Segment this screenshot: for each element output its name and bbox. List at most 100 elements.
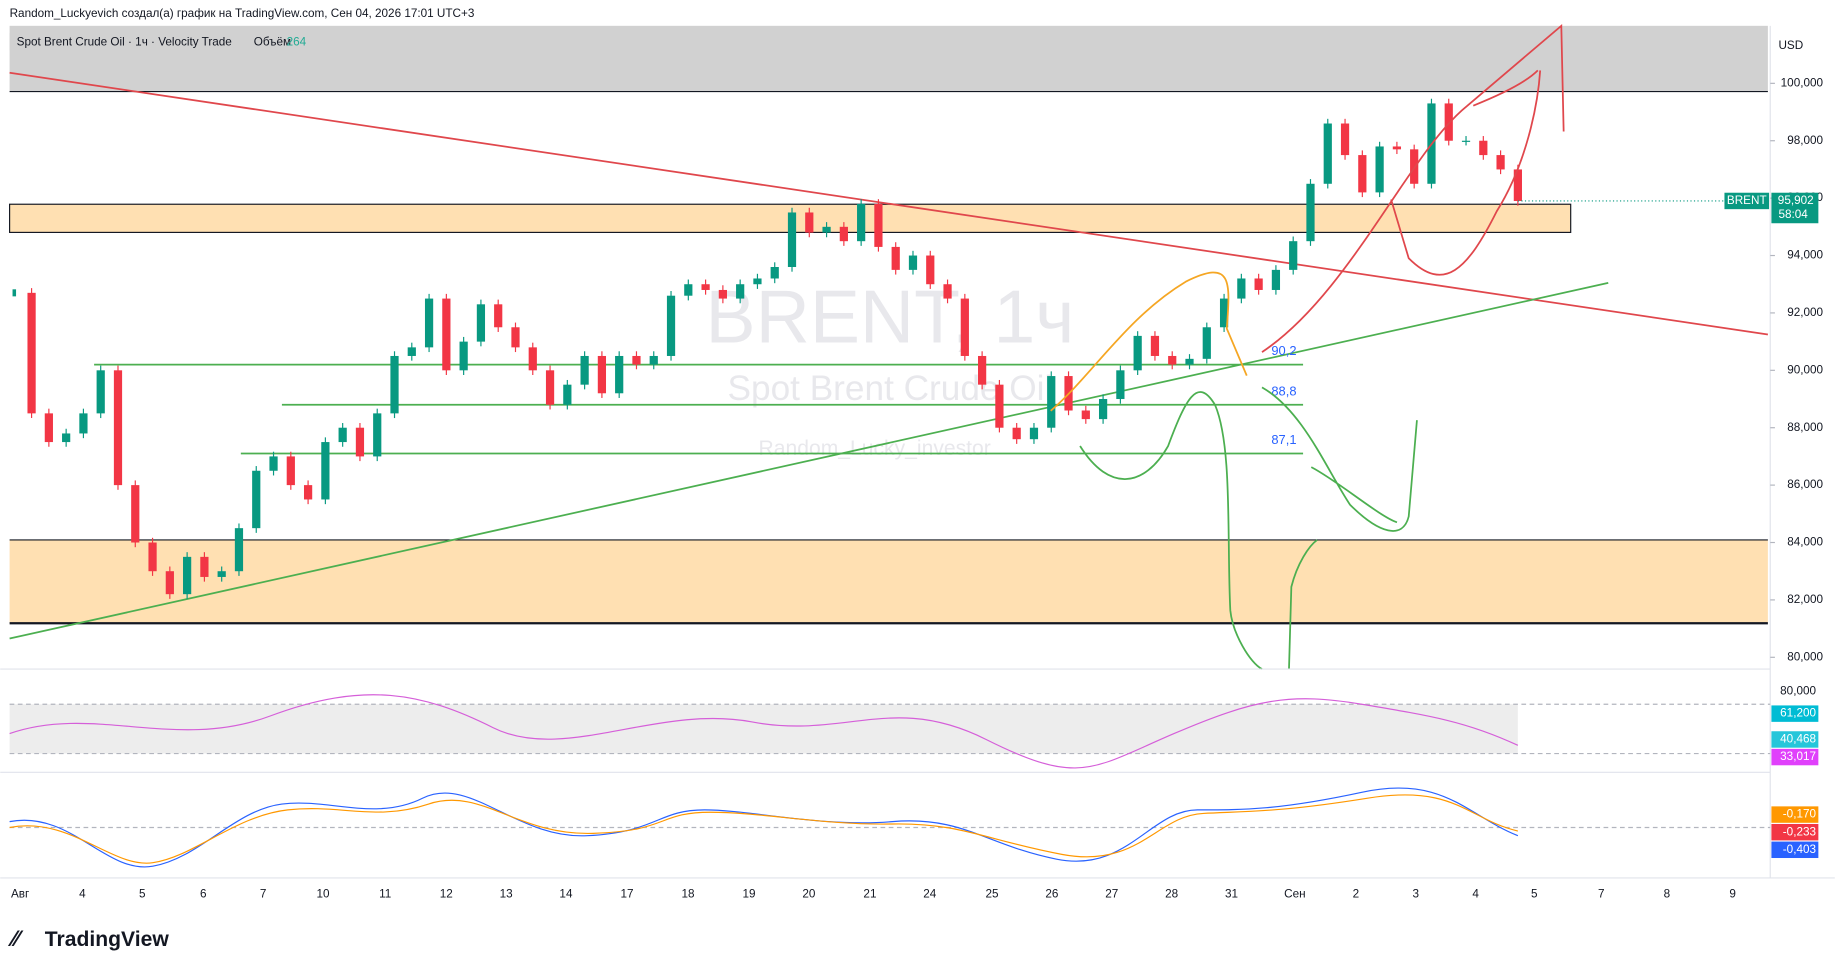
candle-body: [1202, 327, 1211, 359]
x-tick-label: Авг: [11, 887, 29, 900]
x-tick-label: 7: [260, 887, 267, 900]
y-tick-label: 86,000: [1787, 478, 1823, 491]
trendline: [9, 71, 1769, 336]
candle-body: [321, 442, 330, 500]
y-tick-label: 94,000: [1787, 249, 1823, 262]
x-tick-label: 14: [559, 887, 573, 900]
y-tick-label: 92,000: [1787, 306, 1823, 319]
candle-body: [528, 347, 537, 371]
candle-body: [1150, 335, 1160, 356]
rsi-band: [9, 704, 1518, 754]
level-label: 88,8: [1271, 383, 1296, 398]
candle-body: [787, 212, 797, 268]
candle-body: [269, 456, 278, 471]
watermark: Random_Lucky_investor: [758, 437, 990, 460]
candle-body: [424, 298, 434, 348]
x-tick-label: 10: [316, 887, 330, 900]
candle-body: [736, 284, 745, 299]
candle-body: [1496, 155, 1505, 170]
candle-body: [1047, 376, 1056, 428]
candle-body: [770, 267, 779, 279]
candle-body: [1254, 278, 1263, 290]
candle-body: [632, 355, 641, 365]
legend-symbol: Spot Brent Crude Oil · 1ч · Velocity Tra…: [17, 35, 232, 48]
rsi-line: [9, 694, 1519, 769]
candle-body: [217, 571, 226, 577]
candle-body: [701, 284, 710, 290]
rsi-label-bg: [1771, 705, 1819, 722]
legend-volume: Объём: [254, 35, 291, 48]
candle-body: [1358, 155, 1367, 193]
legend-bg: [9, 32, 309, 51]
candle-body: [1185, 358, 1194, 365]
candle-body: [286, 456, 295, 486]
rsi-label-bg: [1771, 731, 1819, 748]
drawing: [1050, 271, 1248, 412]
candle-body: [926, 255, 935, 285]
candle-body: [718, 289, 727, 299]
candle-body: [165, 571, 174, 595]
candle-body: [338, 427, 347, 443]
x-tick-label: 21: [863, 887, 876, 900]
candle-body: [407, 347, 416, 356]
macd-label: -0,233: [1783, 825, 1816, 838]
x-tick-label: 31: [1225, 887, 1238, 900]
last-name: BRENT: [1727, 194, 1767, 207]
candle-body: [113, 370, 123, 486]
macd-label: -0,170: [1783, 808, 1817, 821]
candle-body: [131, 485, 140, 543]
candle-body: [857, 203, 866, 242]
candle-body: [1375, 146, 1384, 193]
candle-body: [908, 255, 918, 270]
y-tick-label: 90,000: [1787, 363, 1823, 376]
x-tick-label: 2: [1353, 887, 1360, 900]
last-name-bg: [1724, 192, 1770, 210]
candle-body: [666, 295, 676, 356]
x-tick-label: 6: [200, 887, 207, 900]
candle-body: [27, 292, 36, 414]
candle-body: [753, 278, 762, 285]
candle-body: [822, 226, 831, 233]
candle-body: [62, 433, 71, 443]
rsi-label: 33,017: [1780, 750, 1816, 763]
candle-body: [684, 284, 693, 296]
rsi-label: 40,468: [1780, 733, 1816, 746]
candle-body: [476, 304, 486, 342]
candle-body: [874, 203, 883, 247]
x-tick-label: 18: [682, 887, 696, 900]
x-tick-label: 26: [1045, 887, 1058, 900]
candle-body: [1029, 427, 1039, 440]
candle-body: [44, 413, 53, 443]
x-tick-label: 5: [139, 887, 146, 900]
y-tick-label: 100,000: [1781, 76, 1824, 89]
signal-line: [9, 794, 1519, 864]
candle-body: [442, 298, 451, 371]
candle-body: [390, 355, 399, 414]
drawing: [1079, 386, 1418, 670]
candle-body: [839, 226, 848, 242]
x-tick-label: 8: [1664, 887, 1671, 900]
x-tick-label: 13: [500, 887, 513, 900]
caption: Random_Luckyevich создал(а) график на Tr…: [10, 7, 475, 20]
candle-body: [649, 355, 658, 365]
rsi-label-bg: [1771, 748, 1819, 766]
candle-body: [1081, 410, 1090, 420]
brand: TradingView: [45, 928, 170, 951]
last-price-bg: [1771, 192, 1819, 224]
x-tick-label: 11: [379, 887, 391, 900]
candle-body: [1479, 140, 1488, 156]
candle-body: [200, 556, 209, 577]
last-price: 95,902: [1778, 194, 1814, 207]
candle-body: [1289, 241, 1298, 270]
x-tick-label: 7: [1598, 887, 1605, 900]
candle-body: [234, 528, 244, 572]
currency: USD: [1778, 39, 1803, 52]
candle-body: [79, 413, 88, 434]
candle-body: [978, 355, 987, 385]
candle-body: [1444, 103, 1453, 141]
macd-label-bg: [1771, 823, 1819, 841]
x-tick-label: 3: [1412, 887, 1419, 900]
x-tick-label: 5: [1531, 887, 1538, 900]
